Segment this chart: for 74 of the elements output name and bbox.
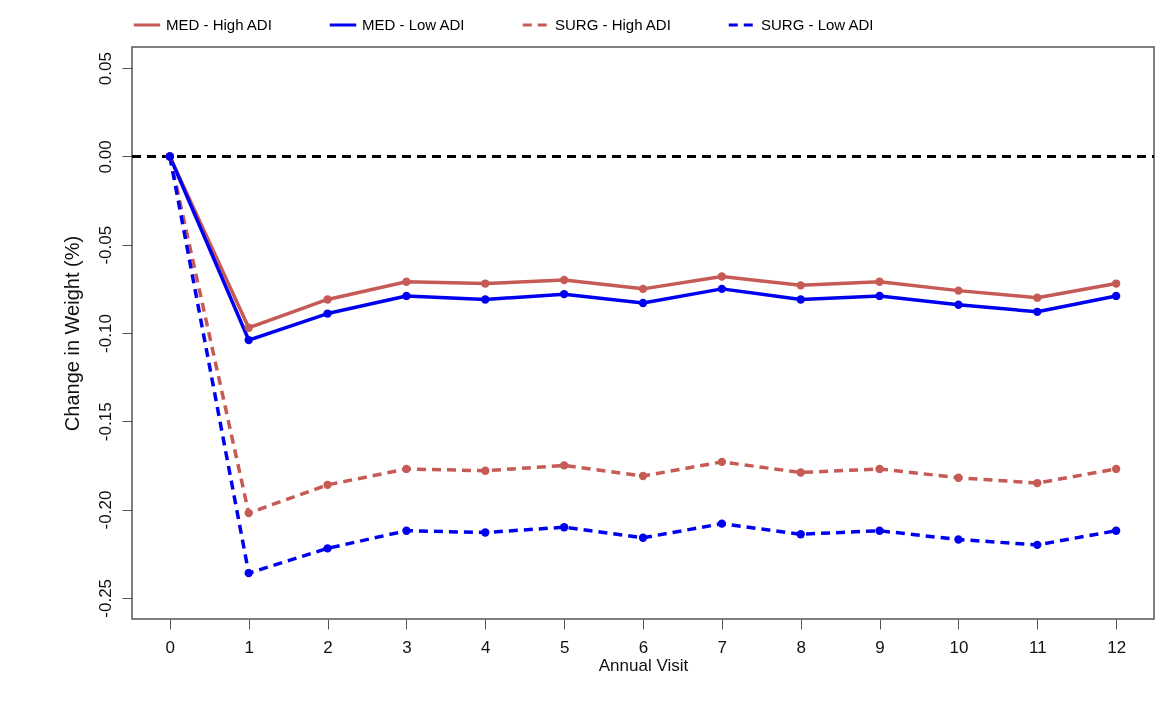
- point: [402, 526, 411, 535]
- point: [481, 279, 490, 288]
- point: [481, 528, 490, 537]
- point: [481, 466, 490, 475]
- x-tick-label: 7: [717, 637, 728, 657]
- point: [402, 277, 411, 286]
- x-tick-label: 4: [481, 637, 491, 657]
- point: [875, 277, 884, 286]
- point: [717, 272, 727, 281]
- x-tick-label: 0: [165, 637, 176, 657]
- x-tick-label: 2: [323, 637, 333, 657]
- point: [796, 468, 805, 477]
- x-tick-label: 9: [875, 637, 885, 657]
- point: [1033, 293, 1042, 302]
- y-axis-title: Change in Weight (%): [60, 235, 83, 432]
- point: [638, 298, 648, 308]
- y-tick-label: 0.00: [95, 140, 115, 174]
- x-tick-label: 11: [1028, 637, 1047, 657]
- x-tick-label: 3: [402, 637, 412, 657]
- point: [323, 309, 332, 318]
- point: [244, 568, 253, 578]
- point: [1111, 291, 1121, 301]
- legend-label: SURG - High ADI: [555, 16, 671, 33]
- x-tick-label: 5: [559, 637, 570, 657]
- y-tick-label: 0.05: [95, 52, 115, 86]
- point: [323, 295, 332, 304]
- point: [1111, 279, 1121, 288]
- point: [402, 291, 411, 301]
- y-tick-label: -0.10: [95, 314, 115, 353]
- y-tick-label: -0.25: [95, 578, 115, 618]
- point: [559, 289, 569, 299]
- x-tick-label: 8: [796, 637, 806, 657]
- point: [559, 275, 569, 285]
- point: [954, 473, 963, 482]
- point: [1033, 540, 1042, 550]
- point: [717, 457, 727, 467]
- y-tick-label: -0.15: [95, 402, 115, 442]
- point: [481, 295, 490, 304]
- point: [1033, 478, 1042, 488]
- point: [954, 535, 963, 544]
- x-tick-label: 6: [638, 637, 649, 657]
- point: [717, 284, 727, 294]
- point: [875, 526, 884, 535]
- point: [954, 300, 963, 309]
- y-tick-label: -0.05: [95, 225, 115, 265]
- point: [402, 464, 411, 474]
- legend-label: SURG - Low ADI: [761, 16, 874, 33]
- point: [559, 523, 569, 532]
- x-tick-label: 10: [949, 637, 969, 657]
- point: [717, 519, 727, 528]
- legend-label: MED - High ADI: [166, 16, 272, 33]
- x-tick-label: 12: [1107, 637, 1127, 657]
- y-tick-label: -0.20: [95, 490, 115, 530]
- point: [323, 480, 332, 489]
- point: [875, 291, 884, 301]
- point: [638, 471, 648, 481]
- point: [244, 335, 253, 345]
- point: [796, 281, 805, 290]
- point: [638, 533, 648, 542]
- point: [796, 530, 805, 539]
- x-axis-title: Annual Visit: [598, 655, 689, 675]
- point: [796, 295, 805, 304]
- point: [638, 284, 648, 294]
- point: [323, 544, 332, 553]
- point: [244, 323, 253, 332]
- point: [954, 286, 963, 295]
- point: [1033, 307, 1042, 316]
- point: [875, 464, 884, 474]
- point: [1111, 526, 1121, 535]
- point: [1111, 464, 1121, 474]
- x-tick-label: 1: [244, 637, 254, 657]
- point: [244, 508, 253, 518]
- legend-label: MED - Low ADI: [362, 16, 465, 33]
- point: [559, 461, 569, 470]
